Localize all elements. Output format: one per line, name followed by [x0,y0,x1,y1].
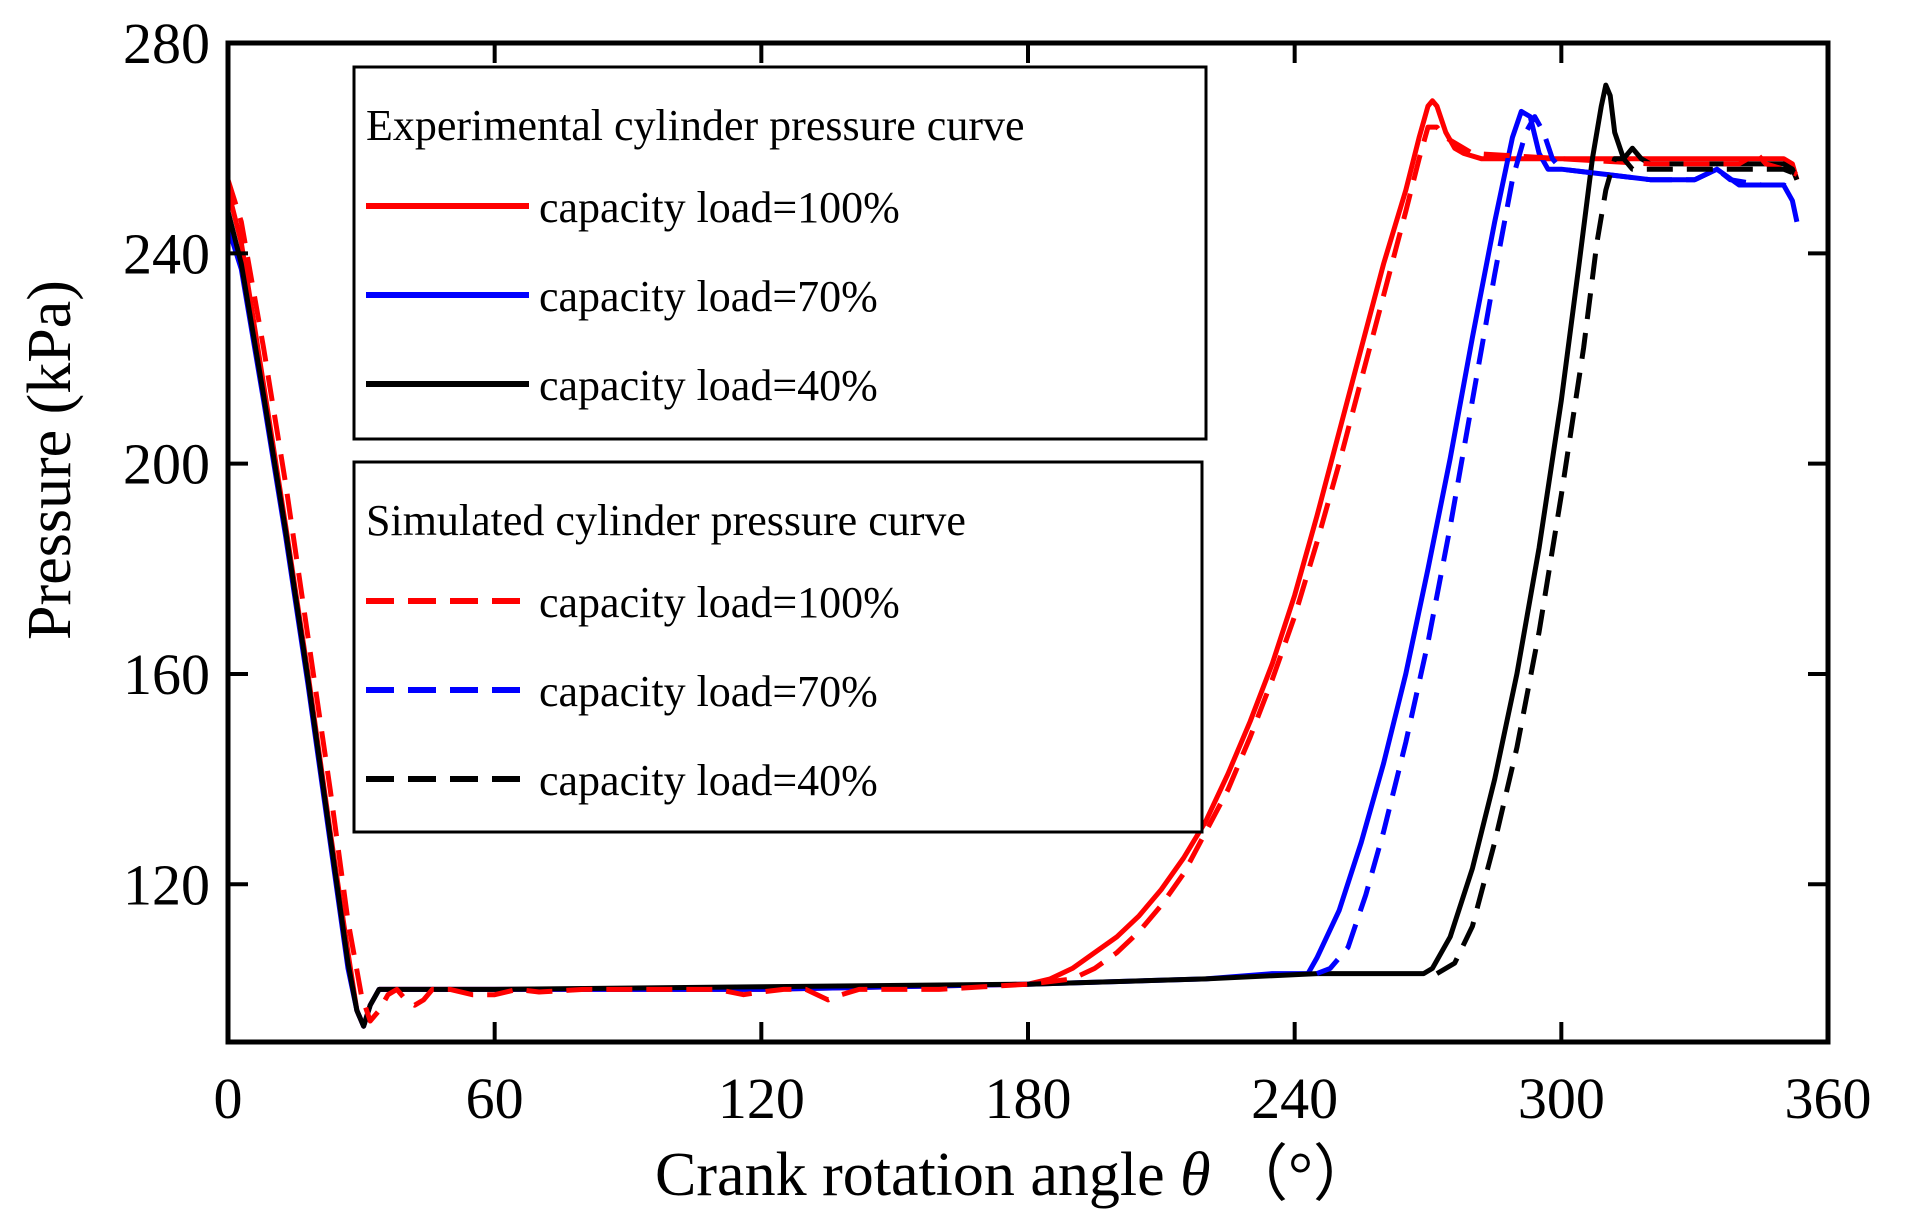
x-tick-label: 0 [214,1066,243,1131]
y-tick-label: 120 [123,852,210,917]
x-tick-label: 300 [1518,1066,1605,1131]
series-line-simulated-5 [1435,156,1798,976]
legend-label: capacity load=40% [539,756,878,805]
y-tick-label: 200 [123,432,210,497]
x-axis-title-unit: （°） [1226,1141,1375,1209]
x-tick-label: 60 [466,1066,524,1131]
legend-label: capacity load=40% [539,361,878,410]
x-axis-title: Crank rotation angle θ （°） [655,1141,1375,1209]
legend-label: capacity load=100% [539,183,900,232]
legend: Experimental cylinder pressure curve capa… [352,65,1208,834]
x-axis-title-symbol: θ [1180,1141,1210,1209]
x-tick-label: 120 [718,1066,805,1131]
x-tick-label: 360 [1785,1066,1872,1131]
series-line-simulated-4 [1315,114,1798,976]
series-line-experimental-2 [225,82,1800,1029]
legend-box [352,65,1208,441]
legend-title: Simulated cylinder pressure curve [366,496,966,545]
tick-layer: 0 60 120 180 240 300 360 120 160 200 240 280 [123,11,1872,1131]
x-axis-title-text: Crank rotation angle [655,1141,1165,1209]
legend-title: Experimental cylinder pressure curve [366,101,1025,150]
y-tick-label: 240 [123,221,210,286]
x-tick-label: 180 [985,1066,1072,1131]
x-tick-label: 240 [1251,1066,1338,1131]
legend-label: capacity load=70% [539,272,878,321]
y-axis-title: Pressure (kPa) [16,280,84,640]
y-tick-label: 280 [123,11,210,76]
series-layer [225,82,1800,1029]
legend-label: capacity load=100% [539,578,900,627]
y-tick-label: 160 [123,642,210,707]
legend-box [352,460,1204,834]
series-line-simulated-3 [225,124,1798,1024]
legend-label: capacity load=70% [539,667,878,716]
